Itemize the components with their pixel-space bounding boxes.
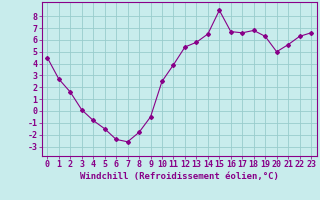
X-axis label: Windchill (Refroidissement éolien,°C): Windchill (Refroidissement éolien,°C) [80,172,279,181]
